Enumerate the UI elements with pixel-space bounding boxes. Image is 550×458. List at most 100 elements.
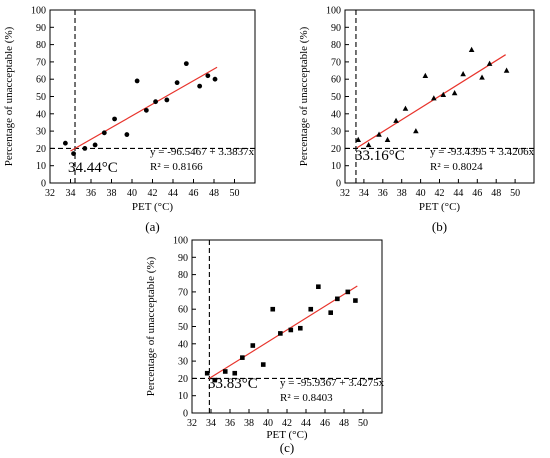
x-tick-label: 34 xyxy=(66,188,76,199)
x-tick-label: 32 xyxy=(45,188,55,199)
data-point xyxy=(124,132,130,137)
y-axis-title: Percentage of unacceptable (%) xyxy=(3,26,15,166)
data-point xyxy=(402,105,409,111)
x-tick-label: 36 xyxy=(86,188,96,199)
data-point xyxy=(260,362,266,367)
y-tick-label: 20 xyxy=(36,144,46,155)
regression-line xyxy=(356,54,506,149)
data-point xyxy=(308,306,314,312)
r-squared: R² = 0.8403 xyxy=(280,392,333,404)
data-point xyxy=(393,117,399,123)
x-tick-label: 48 xyxy=(491,188,501,199)
data-point xyxy=(335,296,340,302)
data-point xyxy=(278,331,283,336)
y-tick-label: 40 xyxy=(36,109,46,120)
x-tick-label: 42 xyxy=(282,418,292,429)
y-tick-label: 0 xyxy=(183,409,188,420)
x-tick-label: 46 xyxy=(320,418,330,429)
data-point xyxy=(316,284,321,290)
chart-panel-c: 0 10 20 30 40 50 60 70 80 90 100 32 34 36 38 40 42 44 46 48… xyxy=(145,236,385,456)
x-tick-label: 44 xyxy=(168,188,178,199)
data-point xyxy=(232,370,238,376)
x-tick-label: 32 xyxy=(187,418,197,429)
data-point xyxy=(451,90,458,96)
y-tick-label: 70 xyxy=(178,287,188,298)
y-tick-label: 80 xyxy=(36,40,46,51)
r-squared: R² = 0.8024 xyxy=(430,161,483,173)
data-point xyxy=(183,61,189,67)
x-tick-label: 38 xyxy=(397,188,407,199)
threshold-label: 33.83°C xyxy=(208,376,258,392)
regression-equation: y = -93.4395 + 3.4206x xyxy=(430,146,535,158)
data-point xyxy=(353,298,358,303)
x-tick-label: 50 xyxy=(510,188,520,199)
x-tick-label: 36 xyxy=(378,188,388,199)
data-point xyxy=(101,130,107,136)
data-point xyxy=(468,46,475,52)
data-point xyxy=(240,355,245,360)
data-point xyxy=(460,71,466,77)
data-point xyxy=(62,140,68,146)
x-tick-label: 50 xyxy=(358,418,368,429)
x-tick-label: 40 xyxy=(263,418,273,429)
data-point xyxy=(288,327,294,333)
y-tick-label: 10 xyxy=(331,161,341,172)
y-tick-label: 60 xyxy=(178,305,188,316)
data-point xyxy=(345,289,351,295)
y-tick-label: 90 xyxy=(178,253,188,264)
y-tick-label: 30 xyxy=(331,127,341,138)
x-tick-label: 38 xyxy=(107,188,117,199)
data-point xyxy=(212,377,218,383)
data-point xyxy=(365,141,372,148)
regression-line xyxy=(70,66,218,152)
x-tick-label: 44 xyxy=(301,418,311,429)
y-tick-label: 10 xyxy=(178,391,188,402)
regression-line xyxy=(208,285,358,380)
data-point xyxy=(355,136,362,142)
y-tick-label: 70 xyxy=(331,57,341,68)
x-tick-label: 46 xyxy=(472,188,482,199)
regression-equation: y = -96.5467 + 3.3837x xyxy=(150,146,255,158)
data-point xyxy=(205,73,211,79)
y-tick-label: 10 xyxy=(36,161,46,172)
data-point xyxy=(503,67,510,73)
y-tick-label: 40 xyxy=(331,109,341,120)
y-tick-label: 100 xyxy=(31,6,46,17)
data-point xyxy=(298,325,303,331)
x-tick-label: 50 xyxy=(230,188,240,199)
data-point xyxy=(222,369,228,374)
data-point xyxy=(212,76,218,82)
y-tick-label: 50 xyxy=(178,322,188,333)
x-axis-title: PET (°C) xyxy=(266,429,308,441)
y-tick-label: 90 xyxy=(331,23,341,34)
panel-label: (a) xyxy=(145,219,159,234)
data-point xyxy=(143,107,149,113)
x-tick-label: 34 xyxy=(359,188,369,199)
y-tick-label: 0 xyxy=(41,179,46,190)
panel-label: (b) xyxy=(432,219,447,234)
data-point xyxy=(164,97,170,103)
data-point xyxy=(328,310,333,315)
y-tick-label: 60 xyxy=(36,75,46,86)
y-tick-label: 80 xyxy=(331,40,341,51)
data-point xyxy=(479,74,485,80)
y-tick-label: 20 xyxy=(178,374,188,385)
x-tick-label: 36 xyxy=(225,418,235,429)
x-tick-label: 46 xyxy=(189,188,199,199)
threshold-label: 34.44°C xyxy=(68,160,118,176)
y-tick-label: 70 xyxy=(36,57,46,68)
data-point xyxy=(250,343,256,348)
x-tick-label: 48 xyxy=(209,188,219,199)
data-point xyxy=(384,136,391,142)
y-tick-label: 30 xyxy=(36,127,46,138)
x-tick-label: 42 xyxy=(435,188,445,199)
data-point xyxy=(431,95,437,101)
data-point xyxy=(422,72,429,78)
y-tick-label: 0 xyxy=(336,179,341,190)
x-tick-label: 40 xyxy=(127,188,137,199)
y-tick-label: 20 xyxy=(331,144,341,155)
r-squared: R² = 0.8166 xyxy=(150,161,203,173)
x-tick-label: 44 xyxy=(453,188,463,199)
data-point xyxy=(440,91,447,97)
data-point xyxy=(270,306,276,312)
